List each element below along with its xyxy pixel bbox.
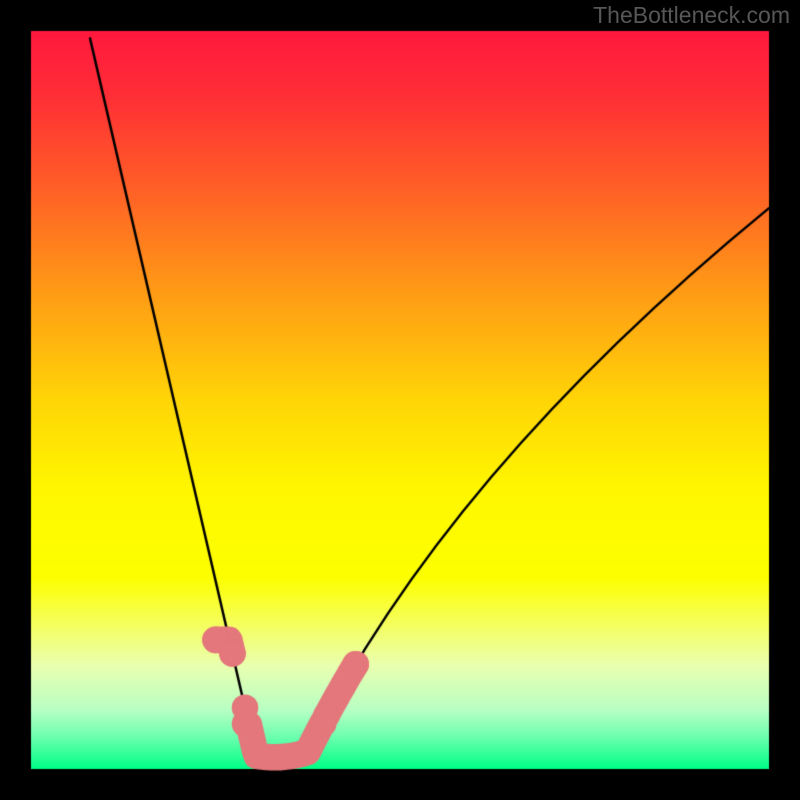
- bottleneck-chart: [0, 0, 800, 800]
- chart-container: TheBottleneck.com: [0, 0, 800, 800]
- watermark-label: TheBottleneck.com: [593, 2, 790, 29]
